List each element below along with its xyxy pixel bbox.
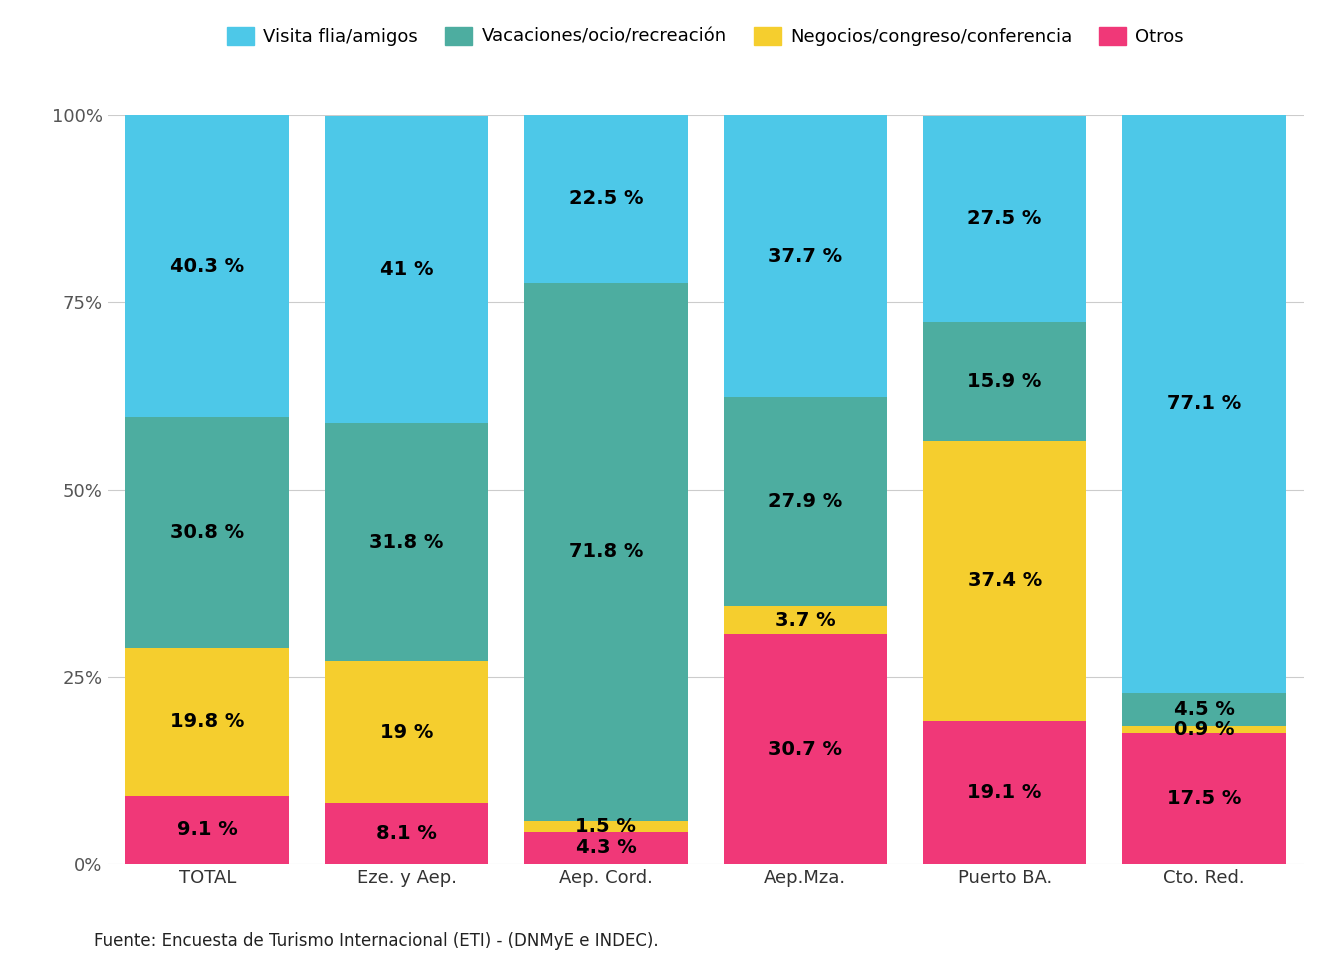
Text: 17.5 %: 17.5 % bbox=[1167, 789, 1242, 808]
Bar bbox=[723, 607, 887, 635]
Text: 30.8 %: 30.8 % bbox=[171, 523, 245, 541]
Bar bbox=[524, 283, 688, 821]
Bar bbox=[923, 441, 1086, 721]
Bar bbox=[125, 417, 289, 648]
Bar bbox=[125, 796, 289, 864]
Text: 4.5 %: 4.5 % bbox=[1173, 700, 1234, 719]
Bar bbox=[923, 116, 1086, 322]
Bar bbox=[325, 804, 488, 864]
Bar bbox=[723, 635, 887, 864]
Bar bbox=[524, 831, 688, 864]
Text: 30.7 %: 30.7 % bbox=[769, 739, 843, 758]
Bar bbox=[125, 115, 289, 417]
Text: 3.7 %: 3.7 % bbox=[775, 611, 836, 630]
Text: 27.9 %: 27.9 % bbox=[769, 492, 843, 512]
Text: 19.8 %: 19.8 % bbox=[169, 712, 245, 732]
Bar bbox=[524, 821, 688, 831]
Text: 37.4 %: 37.4 % bbox=[968, 571, 1042, 590]
Text: 41 %: 41 % bbox=[380, 260, 433, 279]
Text: 77.1 %: 77.1 % bbox=[1167, 395, 1241, 414]
Text: 9.1 %: 9.1 % bbox=[177, 821, 238, 839]
Text: 15.9 %: 15.9 % bbox=[968, 372, 1042, 391]
Bar bbox=[325, 116, 488, 423]
Bar bbox=[125, 648, 289, 796]
Bar bbox=[524, 114, 688, 283]
Text: 71.8 %: 71.8 % bbox=[569, 542, 644, 562]
Legend: Visita flia/amigos, Vacaciones/ocio/recreación, Negocios/congreso/conferencia, O: Visita flia/amigos, Vacaciones/ocio/recr… bbox=[220, 19, 1191, 53]
Text: 22.5 %: 22.5 % bbox=[569, 189, 644, 208]
Text: 8.1 %: 8.1 % bbox=[376, 825, 437, 843]
Text: 31.8 %: 31.8 % bbox=[370, 533, 444, 551]
Bar bbox=[923, 322, 1086, 441]
Text: 19 %: 19 % bbox=[380, 723, 433, 742]
Bar bbox=[1122, 726, 1286, 733]
Text: 1.5 %: 1.5 % bbox=[575, 817, 636, 836]
Bar bbox=[723, 115, 887, 397]
Bar bbox=[1122, 115, 1286, 692]
Bar bbox=[325, 423, 488, 661]
Text: 19.1 %: 19.1 % bbox=[968, 783, 1042, 802]
Bar bbox=[923, 721, 1086, 864]
Bar bbox=[1122, 692, 1286, 726]
Text: 4.3 %: 4.3 % bbox=[575, 838, 636, 857]
Text: 37.7 %: 37.7 % bbox=[769, 247, 843, 266]
Bar bbox=[325, 661, 488, 804]
Bar bbox=[723, 397, 887, 607]
Text: 40.3 %: 40.3 % bbox=[171, 256, 245, 276]
Text: 27.5 %: 27.5 % bbox=[968, 209, 1042, 228]
Text: 0.9 %: 0.9 % bbox=[1173, 720, 1234, 739]
Text: Fuente: Encuesta de Turismo Internacional (ETI) - (DNMyE e INDEC).: Fuente: Encuesta de Turismo Internaciona… bbox=[94, 932, 659, 950]
Bar bbox=[1122, 733, 1286, 864]
